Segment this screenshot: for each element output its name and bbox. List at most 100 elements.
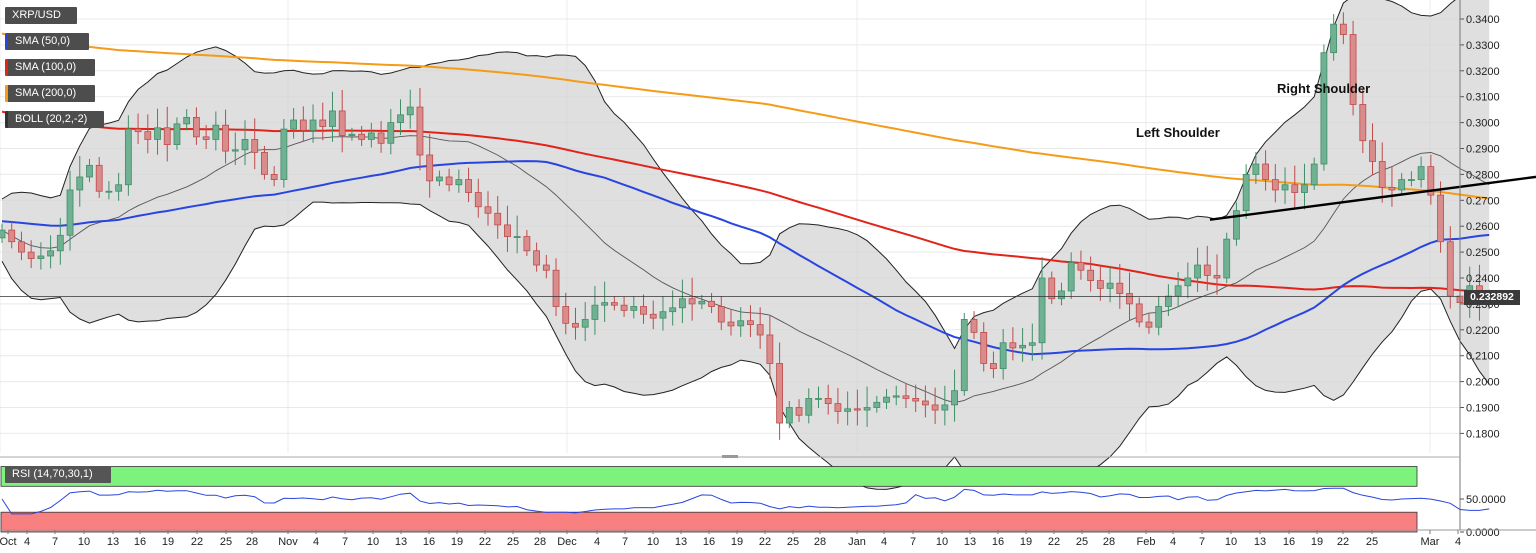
candle-body	[1359, 104, 1367, 142]
candle-body	[640, 306, 647, 315]
candle-body	[435, 176, 443, 182]
candle-body	[1203, 264, 1211, 276]
y-tick-label: 0.3000	[1466, 118, 1500, 130]
candle-body	[0, 229, 6, 239]
sma-100-line	[1, 110, 1490, 294]
rsi-overbought-zone	[0, 466, 1418, 487]
candle-body	[212, 124, 220, 140]
candle-body	[1019, 344, 1026, 349]
y-tick-label: 0.1800	[1466, 428, 1500, 440]
candle-body	[931, 404, 939, 411]
candle-body	[261, 151, 268, 175]
y-tick-label: 0.2900	[1466, 144, 1500, 156]
candle-body	[591, 304, 599, 320]
x-tick-label: Oct	[0, 536, 17, 548]
candle-body	[960, 319, 968, 392]
candle-body	[1194, 264, 1201, 279]
candle-body	[562, 306, 570, 324]
x-tick-label: 4	[24, 536, 30, 548]
candle-body	[163, 127, 171, 146]
candle-body	[1135, 303, 1143, 323]
candle-body	[698, 300, 706, 305]
candle-body	[1378, 161, 1386, 188]
legend-sma-50: SMA (50,0)	[5, 33, 89, 50]
candle-body	[1067, 262, 1075, 292]
x-tick-label: 13	[395, 536, 407, 548]
x-tick-label: 16	[1283, 536, 1295, 548]
candle-body	[474, 192, 482, 208]
candle-body	[1369, 140, 1376, 162]
candle-body	[1126, 293, 1133, 305]
x-tick-label: 16	[423, 536, 435, 548]
candle-body	[922, 400, 929, 406]
candle-body	[319, 119, 327, 127]
candle-body	[134, 128, 142, 133]
candle-body	[844, 408, 852, 412]
candle-body	[941, 404, 949, 411]
candle-body	[999, 342, 1007, 370]
x-tick-label: 13	[1254, 536, 1266, 548]
candle-body	[970, 319, 978, 333]
x-tick-label: 16	[992, 536, 1004, 548]
candle-body	[406, 106, 414, 116]
x-tick-label: 4	[313, 536, 319, 548]
candle-body	[1301, 184, 1308, 193]
bollinger-bands	[1, 0, 1490, 490]
x-tick-label: 4	[881, 536, 887, 548]
x-tick-label: 25	[1076, 536, 1088, 548]
x-tick-label: Dec	[557, 536, 577, 548]
candle-body	[290, 119, 298, 130]
y-tick-label: 0.2800	[1466, 169, 1500, 181]
candle-body	[202, 136, 210, 140]
candle-body	[523, 236, 531, 252]
bollinger-upper	[1, 0, 1456, 350]
x-tick-label: 16	[134, 536, 146, 548]
y-axis: 0.3400 0.3300 0.3200 0.3100 0.3000 0.2900 0.28…	[1459, 0, 1500, 530]
candle-body	[912, 398, 920, 402]
x-tick-label: 25	[1366, 536, 1378, 548]
candle-body	[1408, 179, 1415, 181]
bollinger-middle	[1, 135, 1490, 404]
rsi-oversold-zone	[0, 511, 1418, 533]
candle-body	[785, 407, 793, 424]
sma-200-line	[1, 32, 1490, 200]
candle-body	[513, 236, 521, 238]
candle-body	[1145, 321, 1153, 328]
candle-body	[465, 179, 472, 193]
candle-body	[1155, 306, 1163, 328]
x-tick-label: 28	[246, 536, 258, 548]
candle-body	[86, 164, 93, 178]
candle-body	[367, 132, 375, 140]
x-tick-label: 28	[534, 536, 546, 548]
candle-body	[795, 407, 803, 416]
candle-body	[154, 127, 161, 140]
candle-body	[853, 408, 861, 411]
candle-body	[533, 250, 540, 266]
candle-body	[1349, 34, 1357, 105]
candle-body	[387, 122, 395, 144]
candle-body	[1271, 179, 1279, 191]
candle-body	[824, 398, 832, 405]
x-tick-label: 7	[622, 536, 628, 548]
legend-sma-100: SMA (100,0)	[5, 59, 95, 76]
candle-body	[1310, 163, 1318, 186]
x-tick-label: 10	[936, 536, 948, 548]
candle-body	[1213, 275, 1221, 279]
candle-body	[358, 133, 366, 140]
x-tick-label: 4	[1455, 536, 1461, 548]
y-tick-label: 0.2100	[1466, 351, 1500, 363]
candle-body	[280, 128, 288, 180]
candle-body	[1262, 163, 1269, 180]
x-tick-label: 7	[342, 536, 348, 548]
candle-body	[1116, 282, 1124, 294]
candle-body	[1058, 290, 1065, 300]
candle-body	[251, 139, 259, 153]
y-tick-label: 0.2000	[1466, 377, 1500, 389]
candle-body	[1174, 285, 1182, 297]
candle-body	[222, 124, 229, 152]
overlay: Left Shoulder Right Shoulder	[0, 81, 1536, 297]
candle-body	[299, 119, 307, 131]
candle-body	[1038, 277, 1046, 344]
